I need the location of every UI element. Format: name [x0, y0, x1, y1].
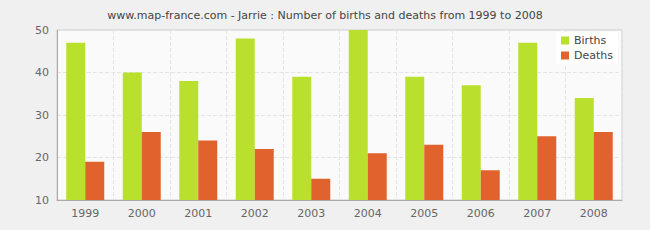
svg-text:2007: 2007	[523, 207, 551, 220]
svg-text:10: 10	[35, 194, 49, 207]
svg-text:40: 40	[35, 66, 49, 79]
svg-text:20: 20	[35, 151, 49, 164]
svg-text:30: 30	[35, 109, 49, 122]
svg-text:2006: 2006	[467, 207, 495, 220]
svg-text:50: 50	[35, 24, 49, 37]
svg-text:2008: 2008	[580, 207, 608, 220]
svg-text:2003: 2003	[297, 207, 325, 220]
svg-text:2000: 2000	[128, 207, 156, 220]
svg-text:2001: 2001	[184, 207, 212, 220]
svg-text:2005: 2005	[410, 207, 438, 220]
svg-text:Births: Births	[574, 34, 606, 47]
svg-text:2002: 2002	[241, 207, 269, 220]
svg-text:www.map-france.com - Jarrie :: www.map-france.com - Jarrie : Number of …	[107, 9, 542, 22]
svg-text:Deaths: Deaths	[574, 49, 613, 62]
svg-text:1999: 1999	[71, 207, 99, 220]
svg-text:2004: 2004	[354, 207, 382, 220]
